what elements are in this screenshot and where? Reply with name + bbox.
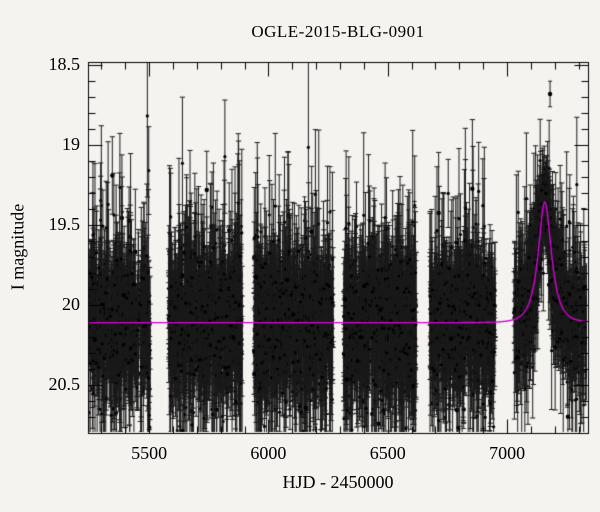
x-tick-label: 5500 [131,443,168,463]
y-tick-label: 18.5 [48,54,81,75]
x-tick-label: 6000 [250,443,287,463]
x-tick-label: 7000 [489,443,526,463]
y-tick-label: 19 [62,134,80,155]
x-axis-label: HJD - 2450000 [282,472,394,492]
x-tick-label: 6500 [369,443,406,463]
y-tick-label: 20 [62,294,80,315]
y-tick-label: 19.5 [48,214,81,235]
y-tick-label: 20.5 [48,374,81,395]
plot-title: OGLE-2015-BLG-0901 [251,22,425,41]
